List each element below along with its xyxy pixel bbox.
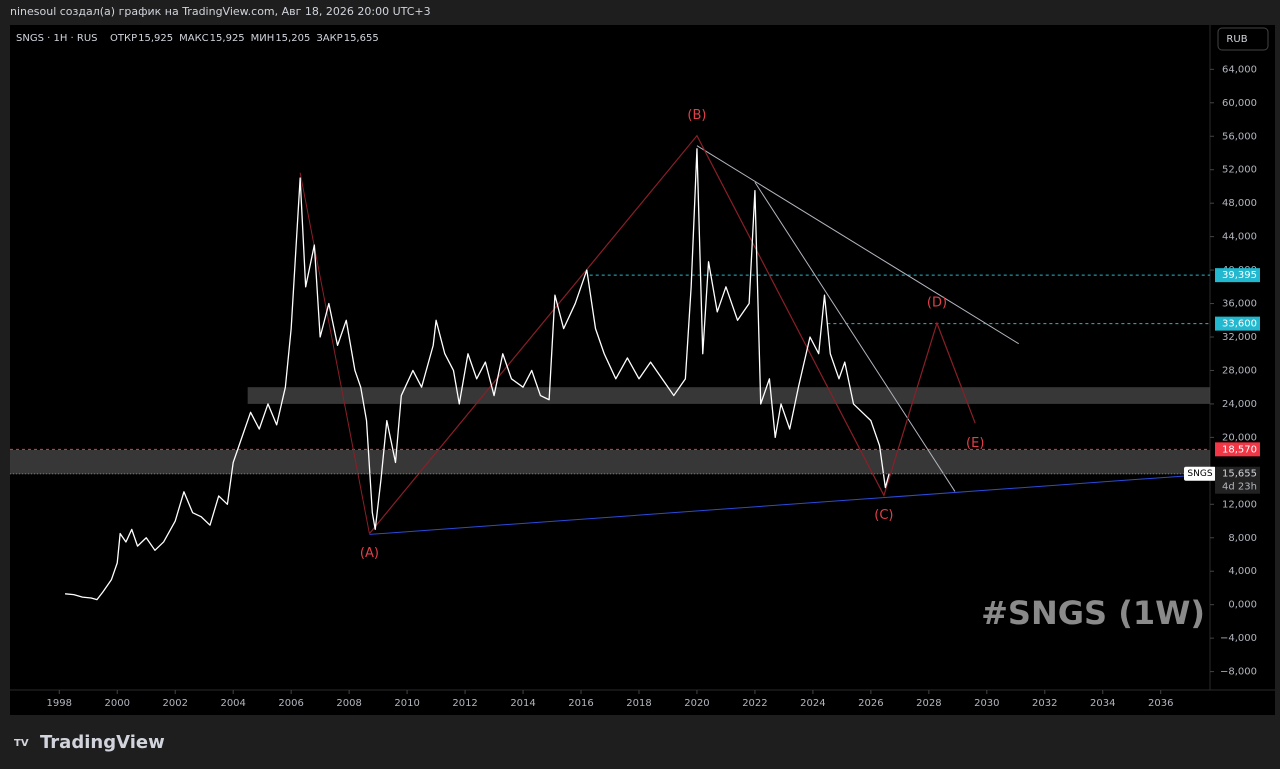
x-tick-label: 2026 <box>858 698 883 709</box>
price-level-tag <box>1215 442 1260 457</box>
ohlc-value: 15,205 <box>275 33 310 44</box>
x-tick-label: 2002 <box>162 698 187 709</box>
x-tick-label: 2014 <box>510 698 535 709</box>
x-tick-label: 2030 <box>974 698 999 709</box>
x-tick-label: 2016 <box>568 698 593 709</box>
series-tag <box>1184 466 1216 481</box>
y-tick-label: 4,000 <box>1228 566 1257 577</box>
footer-logo: TradingView <box>40 732 165 753</box>
y-tick-label: −8,000 <box>1220 667 1257 678</box>
price-line <box>65 148 890 601</box>
chart-area <box>10 25 1275 715</box>
zone <box>10 449 1210 475</box>
x-tick-label: 2032 <box>1032 698 1057 709</box>
x-tick-label: 2004 <box>220 698 245 709</box>
series-name: SNGS <box>1187 469 1212 479</box>
x-tick-label: 2036 <box>1148 698 1173 709</box>
x-tick-label: 2020 <box>684 698 709 709</box>
x-tick-label: 2010 <box>394 698 419 709</box>
ohlc-value: 15,925 <box>210 33 245 44</box>
price-level-label: 39,395 <box>1222 270 1257 281</box>
ohlc-label: МИН <box>251 33 275 44</box>
y-tick-label: 24,000 <box>1222 399 1257 410</box>
wave-line <box>368 134 976 534</box>
price-level-label: 33,600 <box>1222 319 1257 330</box>
x-tick-label: 2012 <box>452 698 477 709</box>
countdown: 4d 23h <box>1222 482 1257 493</box>
trend-line <box>754 181 956 492</box>
plot <box>10 134 1210 601</box>
y-tick-label: 48,000 <box>1222 198 1257 209</box>
x-tick-label: 2006 <box>278 698 303 709</box>
x-tick-label: 2018 <box>626 698 651 709</box>
currency-button[interactable] <box>1217 27 1269 51</box>
logo-mark: TV <box>14 738 29 749</box>
y-tick-label: 28,000 <box>1222 365 1257 376</box>
x-tick-label: 2008 <box>336 698 361 709</box>
watermark: #SNGS (1W) <box>981 594 1205 632</box>
y-tick-label: 12,000 <box>1222 499 1257 510</box>
x-tick-label: 2028 <box>916 698 941 709</box>
y-tick-label: 64,000 <box>1222 64 1257 75</box>
trend-line <box>696 145 1019 345</box>
y-tick-label: 0,000 <box>1228 600 1257 611</box>
last-price-label: 15,655 <box>1222 469 1257 480</box>
y-tick-label: 56,000 <box>1222 131 1257 142</box>
wave-label: (A) <box>360 546 379 561</box>
ohlc-value: 15,655 <box>344 33 379 44</box>
y-tick-label: 36,000 <box>1222 299 1257 310</box>
x-tick-label: 1998 <box>47 698 72 709</box>
y-tick-label: 44,000 <box>1222 232 1257 243</box>
x-tick-label: 2034 <box>1090 698 1115 709</box>
price-level-label: 18,570 <box>1222 444 1257 455</box>
y-tick-label: −4,000 <box>1220 633 1257 644</box>
wave-label: (C) <box>874 508 893 523</box>
price-level-tag <box>1215 268 1260 283</box>
ohlc-label: ОТКР <box>110 33 137 44</box>
ohlc-label: ЗАКР <box>316 33 342 44</box>
x-tick-label: 2024 <box>800 698 825 709</box>
y-tick-label: 8,000 <box>1228 533 1257 544</box>
trend-line <box>369 473 1210 535</box>
zone <box>247 387 1210 404</box>
ohlc-label: МАКС <box>179 33 209 44</box>
wave-label: (D) <box>927 296 947 311</box>
currency[interactable]: RUB <box>1226 34 1247 45</box>
y-tick-label: 52,000 <box>1222 165 1257 176</box>
wave-label: (E) <box>966 436 984 451</box>
x-tick-label: 2022 <box>742 698 767 709</box>
trend-line <box>299 172 370 534</box>
price-level-tag <box>1215 316 1260 331</box>
header: ninesoul создал(а) график на TradingView… <box>10 5 431 18</box>
ohlc-value: 15,925 <box>138 33 173 44</box>
symbol-info: SNGS · 1H · RUS <box>16 33 98 44</box>
wave-label: (B) <box>687 108 706 123</box>
x-tick-label: 2000 <box>105 698 130 709</box>
y-tick-label: 32,000 <box>1222 332 1257 343</box>
last-price-tag <box>1215 466 1260 494</box>
y-tick-label: 20,000 <box>1222 432 1257 443</box>
y-tick-label: 60,000 <box>1222 98 1257 109</box>
